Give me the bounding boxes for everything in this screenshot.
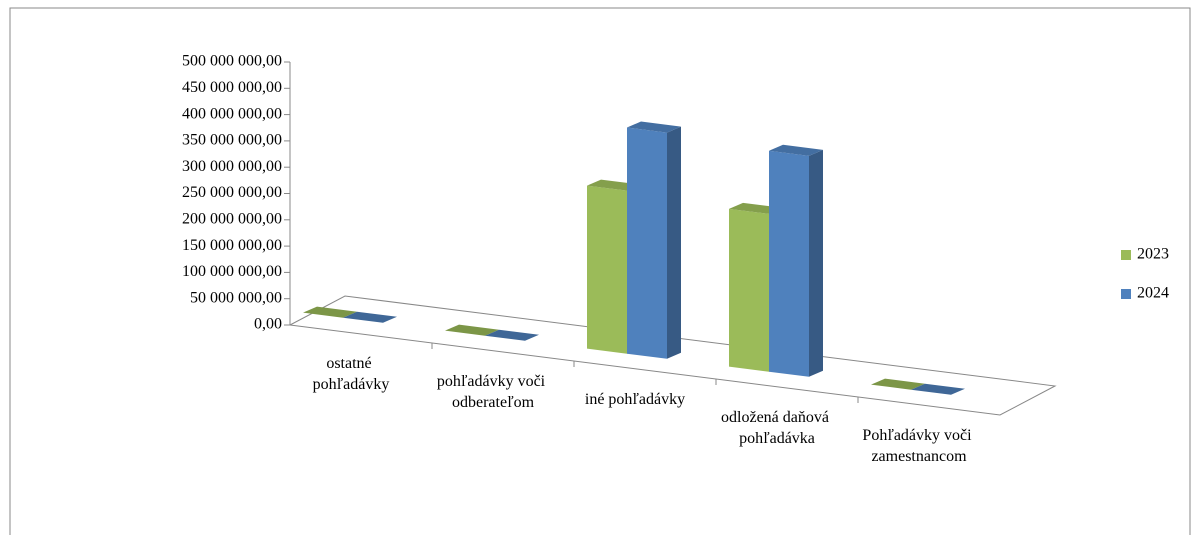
legend-label: 2023: [1137, 246, 1169, 263]
legend-swatch: [1121, 289, 1131, 299]
bar: [343, 311, 397, 323]
label-line: odberateľom: [452, 394, 535, 411]
y-tick-label: 100 000 000,00: [182, 263, 282, 280]
legend-label: 2024: [1137, 285, 1169, 302]
x-tick-label: odložená daňová pohľadávka: [721, 409, 833, 447]
label-line: odložená daňová: [721, 409, 833, 426]
bar: [911, 383, 965, 395]
bar-front: [729, 208, 769, 372]
y-tick-label: 400 000 000,00: [182, 105, 282, 122]
x-tick-label: iné pohľadávky: [585, 391, 685, 408]
y-tick-label: 200 000 000,00: [182, 210, 282, 227]
y-tick-label: 450 000 000,00: [182, 79, 282, 96]
label-line: iné pohľadávky: [585, 391, 685, 408]
x-tick-label: pohľadávky voči odberateľom: [437, 373, 549, 411]
bar-front: [627, 127, 667, 359]
bar-front: [769, 150, 809, 377]
bar-top: [911, 383, 965, 395]
x-tick-label: ostatné pohľadávky: [313, 355, 390, 393]
bar: [871, 378, 925, 390]
label-line: pohľadávka: [739, 430, 815, 447]
bar-top: [627, 121, 681, 133]
bar: [627, 121, 681, 359]
label-line: ostatné: [326, 355, 375, 372]
bar-top: [769, 144, 823, 156]
y-tick-label: 50 000 000,00: [190, 289, 282, 306]
legend-swatch: [1121, 250, 1131, 260]
y-tick-label: 0,00: [254, 316, 282, 333]
label-line: zamestnancom: [871, 448, 967, 465]
bar: [769, 144, 823, 377]
bar: [303, 306, 357, 318]
bar-front: [587, 185, 627, 354]
x-tick-label: Pohľadávky voči zamestnancom: [862, 427, 975, 465]
bar-side: [667, 126, 681, 359]
label-line: Pohľadávky voči: [862, 427, 975, 444]
y-tick-label: 350 000 000,00: [182, 132, 282, 149]
y-tick-label: 300 000 000,00: [182, 158, 282, 175]
y-tick-label: 250 000 000,00: [182, 184, 282, 201]
bar-top: [485, 329, 539, 341]
y-tick-label: 500 000 000,00: [182, 53, 282, 70]
bar-top: [343, 311, 397, 323]
bar-top: [303, 306, 357, 318]
bar: [485, 329, 539, 341]
bar-top: [445, 324, 499, 336]
label-line: pohľadávky: [313, 376, 390, 393]
y-tick-label: 150 000 000,00: [182, 237, 282, 254]
bar-side: [809, 149, 823, 377]
label-line: pohľadávky voči: [437, 373, 549, 390]
bar-top: [871, 378, 925, 390]
bar: [445, 324, 499, 336]
